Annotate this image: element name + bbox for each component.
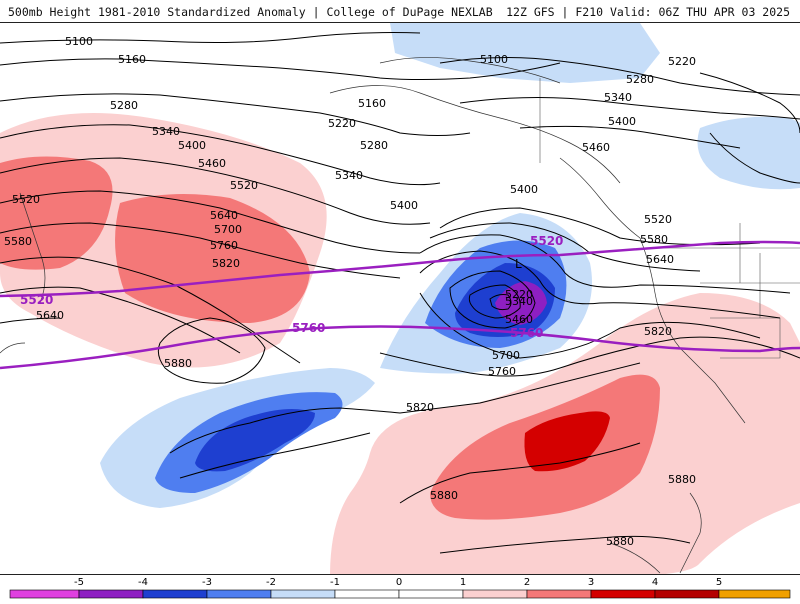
contour-label: 5220 [668, 55, 696, 68]
colorbar-band [10, 590, 79, 598]
colorbar-tick-label: 2 [524, 577, 530, 588]
contour-label: 5340 [604, 91, 632, 104]
contour-label: 5760 [210, 239, 238, 252]
contour-label: 5580 [4, 235, 32, 248]
colorbar-tick-label: 0 [396, 577, 402, 588]
colorbar-ticks: -5 -4 -3 -2 -1 0 1 2 3 4 5 [74, 577, 722, 588]
colorbar-tick-label: 1 [460, 577, 466, 588]
contour-label: 5640 [210, 209, 238, 222]
climo-label: 5760 [510, 326, 543, 340]
colorbar-band [271, 590, 335, 598]
contour-label: 5520 [230, 179, 258, 192]
colorbar-band [655, 590, 719, 598]
contour-label: 5460 [582, 141, 610, 154]
contour-label: 5820 [406, 401, 434, 414]
contour-label: 5160 [358, 97, 386, 110]
map-canvas: L 5100 5100 5160 5160 5220 5220 5220 528… [0, 23, 800, 575]
contour-label: 5280 [110, 99, 138, 112]
contour-label: 5820 [644, 325, 672, 338]
contour-label: 5640 [36, 309, 64, 322]
contour-label: 5100 [480, 53, 508, 66]
contour-label: 5880 [606, 535, 634, 548]
contour-label: 5640 [646, 253, 674, 266]
contour-label: 5340 [505, 295, 533, 308]
contour-label: 5520 [12, 193, 40, 206]
contour-label: 5880 [668, 473, 696, 486]
colorbar-band [527, 590, 591, 598]
contour-label: 5700 [214, 223, 242, 236]
contour-label: 5340 [152, 125, 180, 138]
colorbar-band [399, 590, 463, 598]
anomaly-neg-north [390, 23, 660, 83]
contour-label: 5400 [390, 199, 418, 212]
colorbar-tick-label: -4 [138, 577, 148, 588]
contour-label: 5400 [608, 115, 636, 128]
contour-label: 5820 [212, 257, 240, 270]
contour-label: 5340 [335, 169, 363, 182]
low-pressure-marker: L [515, 257, 522, 271]
contour-label: 5880 [430, 489, 458, 502]
climo-label: 5520 [530, 234, 563, 248]
colorbar-tick-label: 4 [652, 577, 658, 588]
contour-label: 5400 [510, 183, 538, 196]
colorbar-tick-label: -1 [330, 577, 340, 588]
colorbar-band [719, 590, 790, 598]
colorbar-band [79, 590, 143, 598]
weather-map: L 5100 5100 5160 5160 5220 5220 5220 528… [0, 22, 800, 575]
contour-label: 5460 [198, 157, 226, 170]
contour-label: 5760 [488, 365, 516, 378]
colorbar-band [591, 590, 655, 598]
colorbar-tick-label: -5 [74, 577, 84, 588]
header-bar: 500mb Height 1981-2010 Standardized Anom… [0, 0, 800, 22]
contour-label: 5100 [65, 35, 93, 48]
climo-label: 5520 [20, 293, 53, 307]
contour-label: 5520 [644, 213, 672, 226]
colorbar-bands [10, 590, 790, 598]
colorbar-tick-label: 3 [588, 577, 594, 588]
anomaly-neg-ne [698, 117, 800, 190]
contour-label: 5880 [164, 357, 192, 370]
colorbar-band [463, 590, 527, 598]
chart-title: 500mb Height 1981-2010 Standardized Anom… [8, 5, 493, 19]
contour-label: 5700 [492, 349, 520, 362]
contour-label: 5280 [626, 73, 654, 86]
climo-label: 5760 [292, 321, 325, 335]
color-scale-bar: -5 -4 -3 -2 -1 0 1 2 3 4 5 [0, 576, 800, 600]
contour-label: 5460 [505, 313, 533, 326]
contour-label: 5280 [360, 139, 388, 152]
contour-label: 5580 [640, 233, 668, 246]
contour-label: 5400 [178, 139, 206, 152]
contour-label: 5220 [328, 117, 356, 130]
model-valid-time: 12Z GFS | F210 Valid: 06Z THU APR 03 202… [506, 5, 790, 19]
contour-label: 5160 [118, 53, 146, 66]
colorbar-band [207, 590, 271, 598]
colorbar-band [335, 590, 399, 598]
colorbar-tick-label: -2 [266, 577, 276, 588]
colorbar-tick-label: -3 [202, 577, 212, 588]
colorbar-band [143, 590, 207, 598]
colorbar-svg: -5 -4 -3 -2 -1 0 1 2 3 4 5 [0, 576, 800, 600]
colorbar-tick-label: 5 [716, 577, 722, 588]
